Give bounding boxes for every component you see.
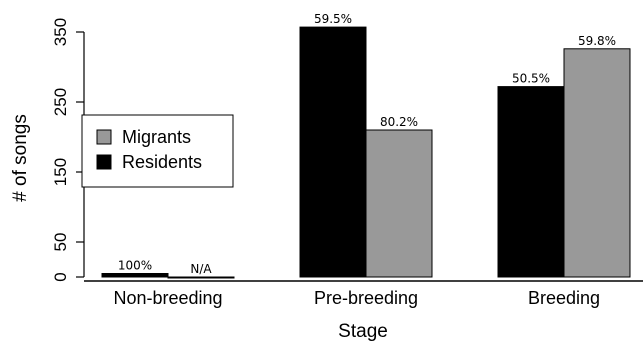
data-label: 80.2% [380, 115, 418, 129]
x-axis-title: Stage [338, 321, 388, 342]
legend-label-migrants: Migrants [122, 127, 191, 147]
bar-residents-breeding [497, 86, 565, 278]
bar-migrants-pre-breeding [365, 129, 433, 278]
bars [101, 26, 631, 279]
category-label: Breeding [528, 288, 600, 308]
bar-migrants-non-breeding [167, 276, 235, 279]
legend-box [81, 114, 234, 188]
y-tick-label: 350 [51, 18, 70, 46]
y-tick-label: 250 [51, 88, 70, 116]
data-label: 50.5% [512, 72, 550, 86]
bar-migrants-breeding [563, 48, 631, 278]
legend: Migrants Residents [81, 114, 234, 188]
bar-residents-non-breeding [101, 273, 169, 278]
y-tick-label: 50 [51, 233, 70, 252]
data-label: 59.8% [578, 34, 616, 48]
legend-swatch-residents [96, 154, 112, 170]
bar-residents-pre-breeding [299, 26, 367, 278]
y-axis: 0 50 150 250 350 [51, 18, 85, 282]
y-tick-label: 150 [51, 158, 70, 186]
category-label: Pre-breeding [314, 288, 418, 308]
data-label: 100% [118, 259, 152, 273]
category-label: Non-breeding [113, 288, 222, 308]
y-axis-title: # of songs [10, 114, 31, 202]
data-label: 59.5% [314, 12, 352, 26]
y-tick-label: 0 [51, 272, 70, 281]
data-labels: 100% N/A 59.5% 80.2% 50.5% 59.8% [118, 12, 616, 276]
category-labels: Non-breeding Pre-breeding Breeding [113, 288, 600, 308]
legend-label-residents: Residents [122, 152, 202, 172]
legend-swatch-migrants [96, 129, 112, 145]
data-label: N/A [190, 262, 212, 276]
